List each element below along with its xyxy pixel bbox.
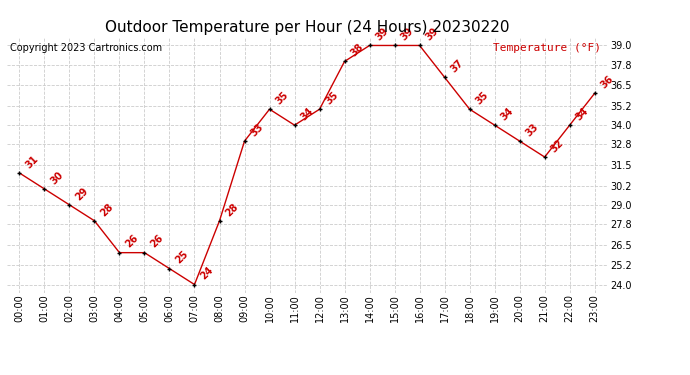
Point <box>64 202 75 208</box>
Text: 39: 39 <box>399 26 415 43</box>
Text: 33: 33 <box>248 122 265 138</box>
Text: 39: 39 <box>374 26 391 43</box>
Text: 34: 34 <box>574 106 591 122</box>
Text: 29: 29 <box>74 186 90 202</box>
Point <box>439 74 450 80</box>
Text: 35: 35 <box>324 90 340 106</box>
Point <box>114 250 125 256</box>
Point <box>89 218 100 224</box>
Text: 26: 26 <box>124 233 140 250</box>
Point <box>14 170 25 176</box>
Text: 36: 36 <box>599 74 615 90</box>
Text: 33: 33 <box>524 122 540 138</box>
Point <box>189 282 200 288</box>
Point <box>564 122 575 128</box>
Text: 28: 28 <box>224 201 240 218</box>
Text: 32: 32 <box>549 138 565 154</box>
Text: Temperature (°F): Temperature (°F) <box>493 43 601 52</box>
Point <box>389 42 400 48</box>
Point <box>339 58 350 64</box>
Point <box>139 250 150 256</box>
Point <box>289 122 300 128</box>
Point <box>239 138 250 144</box>
Text: 24: 24 <box>199 265 215 282</box>
Title: Outdoor Temperature per Hour (24 Hours) 20230220: Outdoor Temperature per Hour (24 Hours) … <box>105 20 509 35</box>
Point <box>314 106 325 112</box>
Text: 26: 26 <box>148 233 165 250</box>
Point <box>164 266 175 272</box>
Text: Copyright 2023 Cartronics.com: Copyright 2023 Cartronics.com <box>10 43 162 52</box>
Point <box>364 42 375 48</box>
Point <box>39 186 50 192</box>
Point <box>514 138 525 144</box>
Text: 34: 34 <box>299 106 315 122</box>
Point <box>414 42 425 48</box>
Text: 25: 25 <box>174 249 190 266</box>
Point <box>489 122 500 128</box>
Point <box>589 90 600 96</box>
Point <box>464 106 475 112</box>
Text: 37: 37 <box>448 58 465 75</box>
Text: 34: 34 <box>499 106 515 122</box>
Text: 35: 35 <box>274 90 290 106</box>
Text: 38: 38 <box>348 42 366 58</box>
Point <box>539 154 550 160</box>
Text: 39: 39 <box>424 26 440 43</box>
Text: 28: 28 <box>99 201 115 218</box>
Text: 35: 35 <box>474 90 491 106</box>
Point <box>214 218 225 224</box>
Text: 30: 30 <box>48 170 65 186</box>
Point <box>264 106 275 112</box>
Text: 31: 31 <box>23 154 40 170</box>
